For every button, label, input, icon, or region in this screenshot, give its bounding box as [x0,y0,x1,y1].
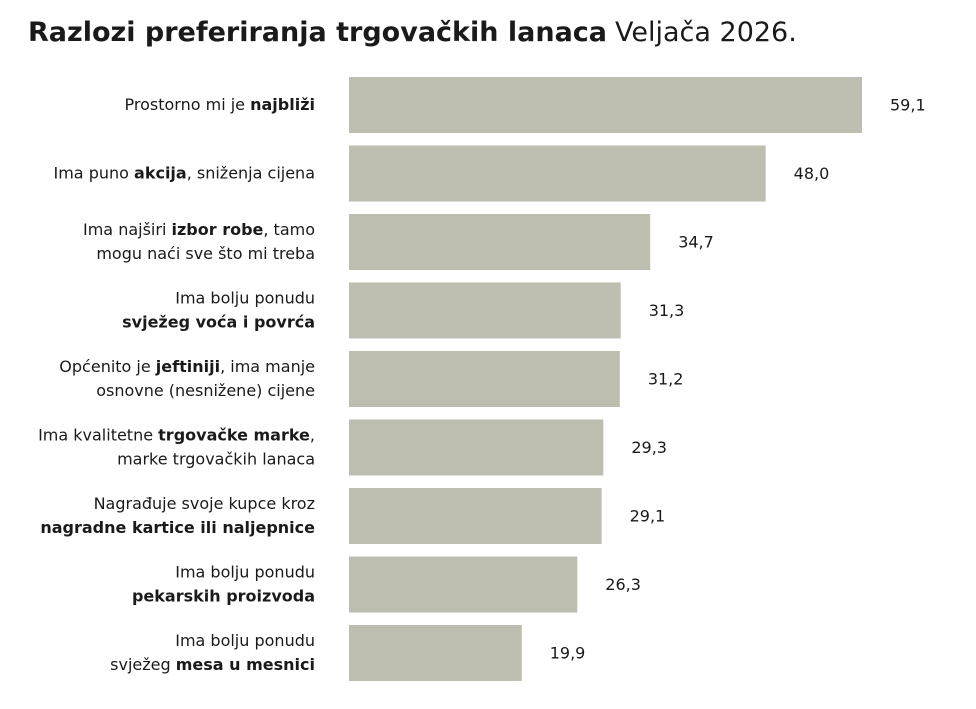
category-label: Prostorno mi je najbliži [125,95,315,114]
category-text: , [310,425,315,444]
bar [349,556,578,613]
value-label: 29,1 [630,507,666,526]
category-text: izbor robe [171,220,263,239]
bar [349,214,651,270]
value-label: 31,3 [649,301,685,320]
bar [349,77,862,133]
category-text: osnovne (nesnižene) cijene [96,381,315,400]
category-label: pekarskih proizvoda [132,586,315,605]
category-label: Ima bolju ponudu [175,562,315,581]
value-label: 48,0 [794,164,830,183]
title-line: Razlozi preferiranja trgovačkih lanaca Ve… [28,17,797,48]
bar [349,351,620,407]
category-text: Prostorno mi je [125,95,251,114]
category-label: Ima bolju ponudu [175,631,315,650]
value-label: 29,3 [631,438,667,457]
bar [349,488,602,544]
category-text: Ima bolju ponudu [175,631,315,650]
category-text: , sniženja cijena [187,163,315,182]
category-label: osnovne (nesnižene) cijene [96,381,315,400]
category-text: najbliži [250,95,315,114]
category-label: Ima kvalitetne trgovačke marke, [38,425,315,444]
chart-title: Razlozi preferiranja trgovačkih lanaca [28,17,607,48]
category-text: Ima bolju ponudu [175,562,315,581]
category-label: Općenito je jeftiniji, ima manje [59,357,315,376]
value-label: 26,3 [605,575,641,594]
category-text: akcija [134,163,187,182]
category-text: , tamo [263,220,315,239]
value-label: 34,7 [678,233,714,252]
category-text: nagradne kartice ili naljepnice [40,518,315,537]
category-label: svježeg voća i povrća [122,312,315,331]
value-label: 59,1 [890,96,926,115]
category-text: mogu naći sve što mi treba [96,244,315,263]
category-label: Nagrađuje svoje kupce kroz [94,494,315,513]
category-text: trgovačke marke [158,425,310,444]
category-text: Ima kvalitetne [38,425,158,444]
category-label: Ima puno akcija, sniženja cijena [54,163,316,182]
bar [349,625,522,681]
category-text: Ima puno [54,163,135,182]
category-label: Ima bolju ponudu [175,288,315,307]
category-text: Nagrađuje svoje kupce kroz [94,494,315,513]
category-text: Ima bolju ponudu [175,288,315,307]
category-text: marke trgovačkih lanaca [117,449,315,468]
category-label: Ima najširi izbor robe, tamo [83,220,315,239]
category-label: marke trgovačkih lanaca [117,449,315,468]
category-text: pekarskih proizvoda [132,586,315,605]
chart-subtitle: Veljača 2026. [615,17,797,48]
category-text: svježeg [110,655,176,674]
value-label: 19,9 [550,644,586,663]
value-label: 31,2 [648,370,684,389]
category-text: mesa u mesnici [176,655,315,674]
category-text: Općenito je [59,357,156,376]
category-text: , ima manje [220,357,315,376]
bar [349,145,766,202]
category-text: Ima najširi [83,220,171,239]
bar [349,419,604,476]
category-text: jeftiniji [155,357,220,376]
category-label: mogu naći sve što mi treba [96,244,315,263]
category-label: nagradne kartice ili naljepnice [40,518,315,537]
category-label: svježeg mesa u mesnici [110,655,315,674]
bar [349,282,621,339]
category-text: svježeg voća i povrća [122,312,315,331]
